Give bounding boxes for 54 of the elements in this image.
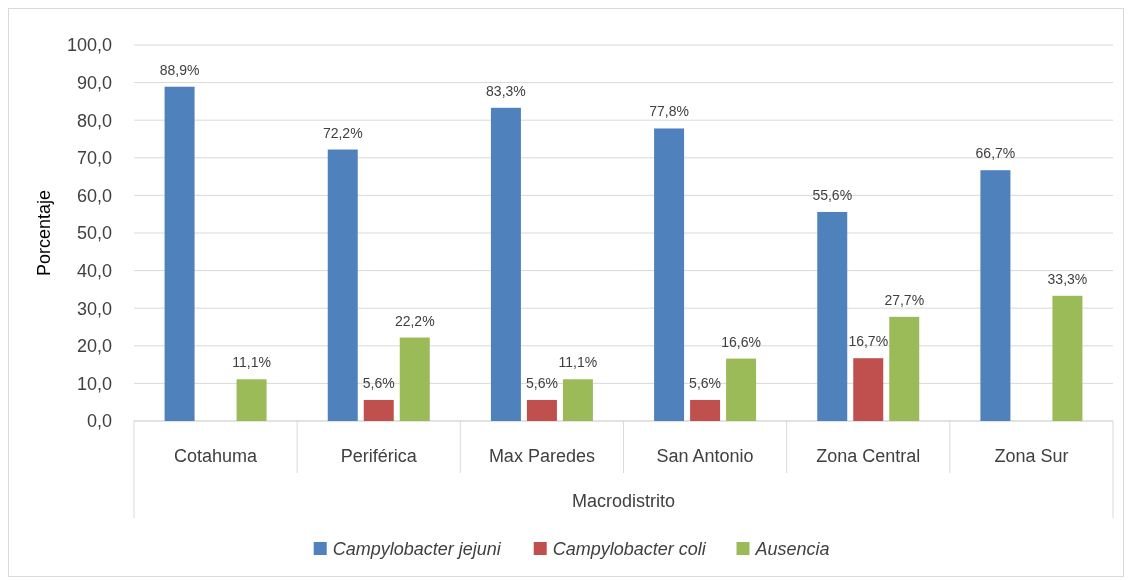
bar bbox=[363, 399, 394, 421]
y-tick-label: 90,0 bbox=[76, 72, 112, 93]
x-tick-label: Zona Central bbox=[816, 446, 921, 466]
y-tick-label: 10,0 bbox=[76, 373, 112, 394]
data-label: 77,8% bbox=[649, 103, 689, 120]
bar bbox=[654, 128, 685, 421]
bar bbox=[690, 399, 721, 421]
x-tick-label: Periférica bbox=[340, 446, 418, 466]
x-tick-label: Max Paredes bbox=[488, 446, 595, 466]
data-label: 22,2% bbox=[394, 312, 435, 329]
bar bbox=[889, 316, 920, 421]
y-tick-label: 80,0 bbox=[76, 110, 112, 131]
bar bbox=[327, 149, 358, 421]
data-label: 72,2% bbox=[322, 124, 363, 141]
bar bbox=[1052, 295, 1083, 421]
data-label: 16,6% bbox=[721, 333, 761, 350]
y-tick-label: 100,0 bbox=[66, 35, 112, 56]
data-label: 11,1% bbox=[232, 354, 271, 371]
bar bbox=[980, 170, 1011, 421]
bar bbox=[562, 379, 593, 421]
data-label: 5,6% bbox=[362, 374, 395, 391]
bar bbox=[399, 337, 430, 421]
y-tick-label: 30,0 bbox=[76, 298, 112, 319]
data-label: 16,7% bbox=[848, 333, 889, 350]
y-axis-title: Porcentaje bbox=[34, 189, 54, 277]
y-tick-label: 60,0 bbox=[76, 185, 112, 206]
bar bbox=[853, 358, 884, 421]
bar bbox=[817, 211, 848, 421]
bar bbox=[236, 379, 267, 421]
y-tick-label: 0,0 bbox=[86, 411, 112, 432]
data-label: 55,6% bbox=[812, 186, 853, 203]
data-label: 27,7% bbox=[884, 291, 925, 308]
y-tick-label: 70,0 bbox=[76, 148, 112, 169]
legend-label: Ausencia bbox=[754, 539, 830, 559]
y-tick-label: 20,0 bbox=[76, 336, 112, 357]
x-axis-title: Macrodistrito bbox=[571, 491, 676, 511]
legend-label: Campylobacter jejuni bbox=[332, 539, 502, 559]
y-tick-label: 50,0 bbox=[76, 223, 112, 244]
data-label: 11,1% bbox=[558, 354, 598, 371]
legend-label: Campylobacter coli bbox=[552, 539, 707, 559]
data-label: 5,6% bbox=[525, 374, 558, 391]
data-label: 5,6% bbox=[689, 374, 722, 391]
bar bbox=[726, 358, 757, 421]
y-tick-label: 40,0 bbox=[76, 260, 112, 281]
data-label: 33,3% bbox=[1047, 270, 1088, 287]
x-tick-label: Zona Sur bbox=[994, 446, 1069, 466]
bar bbox=[164, 86, 195, 421]
data-label: 66,7% bbox=[975, 145, 1016, 162]
x-tick-label: San Antonio bbox=[656, 446, 754, 466]
x-tick-label: Cotahuma bbox=[174, 446, 259, 466]
data-label: 83,3% bbox=[486, 82, 526, 99]
bar bbox=[490, 107, 521, 421]
data-label: 88,9% bbox=[159, 61, 200, 78]
bar bbox=[526, 399, 557, 421]
